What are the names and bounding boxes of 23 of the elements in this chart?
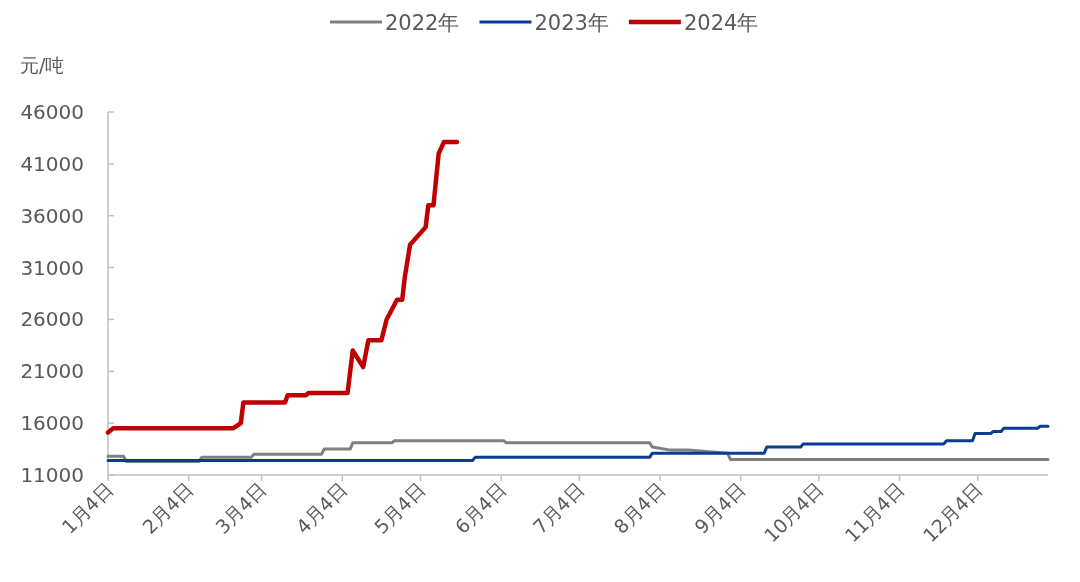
legend-label: 2023年 [534,11,609,35]
x-tick-label: 9月4日 [690,478,750,538]
y-tick-label: 46000 [20,100,84,124]
x-tick-label: 10月4日 [759,478,828,547]
y-tick-label: 36000 [20,203,84,228]
x-tick-label: 8月4日 [609,478,669,538]
x-tick-label: 11月4日 [840,478,909,547]
legend-label: 2024年 [683,11,759,35]
x-tick-label: 4月4日 [291,478,352,538]
y-axis-title: 元/吨 [20,54,65,76]
y-tick-label: 26000 [20,307,84,332]
y-tick-label: 11000 [20,463,84,487]
x-tick-label: 12月4日 [918,478,987,547]
x-tick-label: 5月4日 [369,478,430,538]
legend-label: 2022年 [385,11,460,35]
y-tick-label: 21000 [20,359,84,384]
x-tick-label: 6月4日 [450,478,511,538]
x-tick-label: 7月4日 [528,478,589,538]
y-tick-label: 41000 [20,151,84,176]
y-tick-label: 16000 [20,411,84,436]
y-tick-label: 31000 [20,255,84,280]
x-tick-label: 3月4日 [210,478,271,538]
x-tick-label: 2月4日 [138,478,198,538]
